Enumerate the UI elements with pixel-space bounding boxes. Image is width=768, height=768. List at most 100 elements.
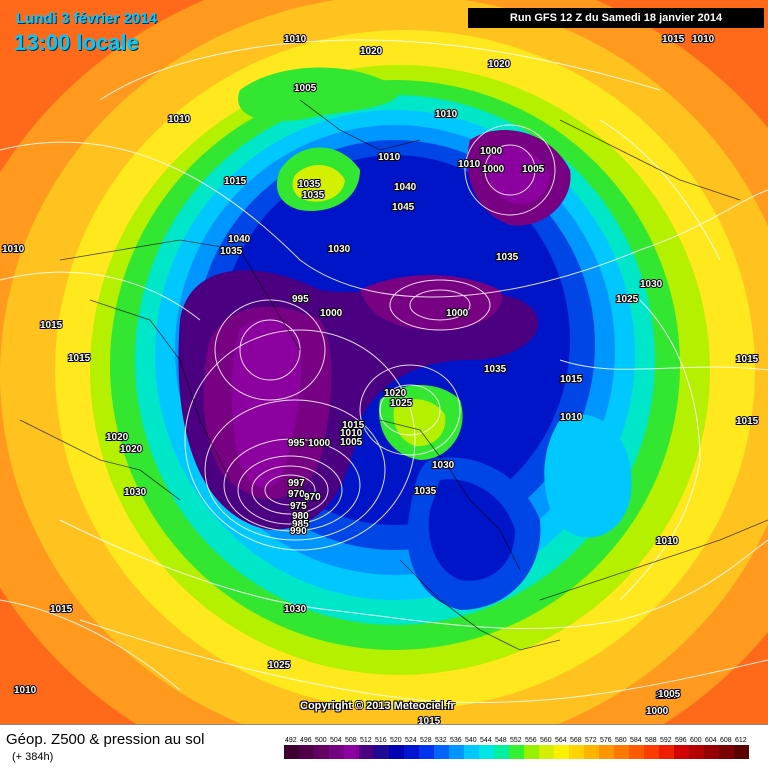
scale-swatch bbox=[659, 745, 674, 759]
scale-tick-label: 612 bbox=[735, 737, 747, 744]
pressure-label: 1010 bbox=[560, 412, 583, 423]
scale-swatch bbox=[539, 745, 554, 759]
pressure-label: 1015 bbox=[40, 320, 63, 331]
pressure-label: 1000 bbox=[320, 308, 343, 319]
scale-tick-label: 492 bbox=[285, 737, 297, 744]
scale-tick-label: 512 bbox=[360, 737, 372, 744]
copyright-text: Copyright © 2013 Meteociel.fr bbox=[300, 700, 455, 712]
scale-tick-label: 596 bbox=[675, 737, 687, 744]
pressure-label: 997 bbox=[288, 478, 305, 489]
scale-swatch bbox=[734, 745, 749, 759]
pressure-label: 1035 bbox=[484, 364, 507, 375]
pressure-label: 1035 bbox=[496, 252, 519, 263]
pressure-label: 980 bbox=[292, 511, 309, 522]
pressure-label: 1015 bbox=[736, 354, 759, 365]
pressure-label: 1015 bbox=[342, 420, 365, 431]
scale-tick-label: 516 bbox=[375, 737, 387, 744]
scale-swatch bbox=[554, 745, 569, 759]
scale-tick-label: 524 bbox=[405, 737, 417, 744]
scale-swatch bbox=[404, 745, 419, 759]
pressure-label: 1010 bbox=[378, 152, 401, 163]
pressure-label: 1010 bbox=[435, 109, 458, 120]
scale-swatch bbox=[389, 745, 404, 759]
scale-tick-label: 608 bbox=[720, 737, 732, 744]
scale-swatch bbox=[674, 745, 689, 759]
pressure-label: 1010 bbox=[458, 159, 481, 170]
color-scale: 492 496 500 504 508 512 516 520 524 528 532 536 540 5… bbox=[284, 737, 749, 759]
scale-tick-label: 560 bbox=[540, 737, 552, 744]
pressure-label: 1030 bbox=[124, 487, 147, 498]
scale-tick-label: 592 bbox=[660, 737, 672, 744]
scale-swatch bbox=[584, 745, 599, 759]
pressure-label: 995 bbox=[288, 438, 305, 449]
scale-tick-label: 520 bbox=[390, 737, 402, 744]
scale-tick-label: 552 bbox=[510, 737, 522, 744]
pressure-label: 1010 bbox=[656, 690, 679, 701]
pressure-label: 1000 bbox=[480, 146, 503, 157]
scale-tick-label: 600 bbox=[690, 737, 702, 744]
pressure-label: 985 bbox=[292, 519, 309, 530]
pressure-label: 1020 bbox=[488, 59, 511, 70]
pressure-label: 1030 bbox=[640, 279, 663, 290]
pressure-label: 1005 bbox=[294, 83, 317, 94]
scale-swatch bbox=[464, 745, 479, 759]
pressure-label: 970 bbox=[304, 492, 321, 503]
pressure-label: 1020 bbox=[120, 444, 143, 455]
pressure-label: 1030 bbox=[284, 604, 307, 615]
pressure-label: 1010 bbox=[168, 114, 191, 125]
scale-swatch bbox=[449, 745, 464, 759]
scale-tick-label: 604 bbox=[705, 737, 717, 744]
scale-tick-label: 532 bbox=[435, 737, 447, 744]
scale-swatch bbox=[299, 745, 314, 759]
scale-tick-label: 584 bbox=[630, 737, 642, 744]
scale-tick-label: 548 bbox=[495, 737, 507, 744]
pressure-label: 1010 bbox=[692, 34, 715, 45]
scale-swatch bbox=[314, 745, 329, 759]
pressure-label: 1045 bbox=[392, 202, 415, 213]
pressure-label: 1015 bbox=[736, 416, 759, 427]
scale-tick-label: 572 bbox=[585, 737, 597, 744]
pressure-label: 1020 bbox=[360, 46, 383, 57]
run-info: Run GFS 12 Z du Samedi 18 janvier 2014 bbox=[468, 8, 764, 28]
pressure-label: 1010 bbox=[284, 34, 307, 45]
scale-swatch bbox=[434, 745, 449, 759]
pressure-label: 1005 bbox=[340, 437, 363, 448]
scale-tick-label: 568 bbox=[570, 737, 582, 744]
scale-swatch bbox=[524, 745, 539, 759]
pressure-label: 1000 bbox=[646, 706, 669, 717]
pressure-label: 975 bbox=[290, 501, 307, 512]
pressure-label: 1040 bbox=[228, 234, 251, 245]
scale-swatch bbox=[599, 745, 614, 759]
pressure-label: 1000 bbox=[446, 308, 469, 319]
coastlines bbox=[19, 99, 768, 651]
pressure-label: 1020 bbox=[106, 432, 129, 443]
scale-swatch bbox=[359, 745, 374, 759]
scale-swatch bbox=[689, 745, 704, 759]
pressure-label: 1025 bbox=[616, 294, 639, 305]
pressure-label: 1015 bbox=[224, 176, 247, 187]
pressure-label: 1035 bbox=[302, 190, 325, 201]
pressure-label: 1035 bbox=[298, 179, 321, 190]
pressure-labels: 1010102010201010100510151010101010001010… bbox=[1, 33, 760, 728]
product-title: Géop. Z500 & pression au sol bbox=[6, 731, 205, 748]
pressure-label: 1000 bbox=[308, 438, 331, 449]
pressure-label: 1025 bbox=[390, 398, 413, 409]
scale-tick-label: 528 bbox=[420, 737, 432, 744]
scale-swatch bbox=[419, 745, 434, 759]
scale-tick-label: 576 bbox=[600, 737, 612, 744]
scale-swatch bbox=[509, 745, 524, 759]
scale-tick-label: 588 bbox=[645, 737, 657, 744]
pressure-label: 1015 bbox=[50, 604, 73, 615]
scale-tick-label: 536 bbox=[450, 737, 462, 744]
pressure-label: 1010 bbox=[656, 536, 679, 547]
scale-tick-label: 580 bbox=[615, 737, 627, 744]
pressure-label: 1005 bbox=[658, 689, 681, 700]
pressure-label: 1000 bbox=[482, 164, 505, 175]
valid-time: 13:00 locale bbox=[14, 30, 139, 55]
pressure-label: 1010 bbox=[340, 428, 363, 439]
pressure-label: 970 bbox=[288, 489, 305, 500]
scale-swatch bbox=[284, 745, 299, 759]
scale-swatch bbox=[644, 745, 659, 759]
scale-tick-label: 496 bbox=[300, 737, 312, 744]
scale-tick-label: 504 bbox=[330, 737, 342, 744]
